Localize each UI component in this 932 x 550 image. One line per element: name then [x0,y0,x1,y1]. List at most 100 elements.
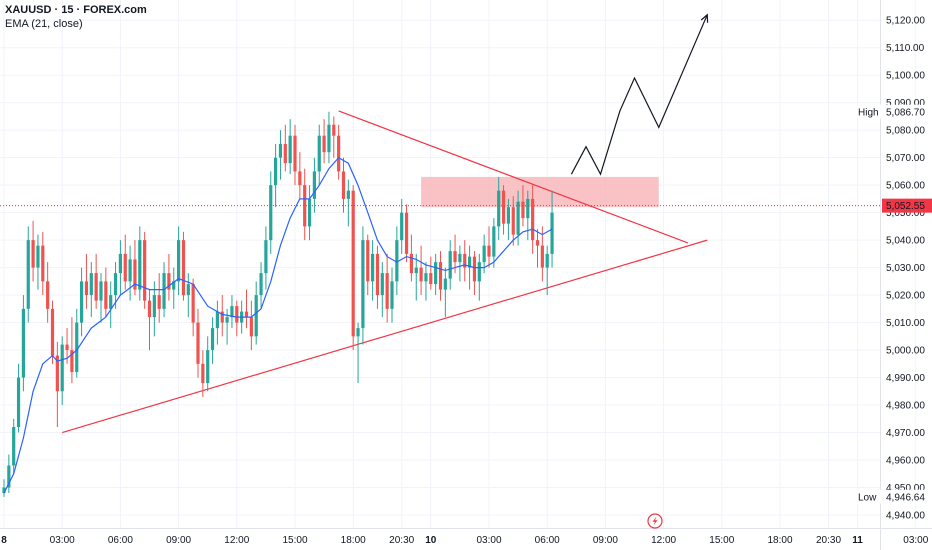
candle-body [303,185,307,227]
candle [375,245,380,309]
candle [152,281,156,337]
candle-body [172,281,176,290]
candle [361,226,365,345]
candle [235,300,239,337]
candle-body [288,135,292,164]
time-tick-label: 20:30 [389,535,414,546]
candle-body [26,240,30,309]
candle [419,245,423,296]
candle [458,245,462,282]
candle [138,226,142,301]
candle-body [545,253,549,268]
price-tick-label: 5,060.00 [886,181,925,192]
candle-body [293,135,297,172]
time-tick-label: 03:00 [903,535,928,546]
candle [506,198,510,241]
candle [293,124,297,186]
candle-body [419,267,423,282]
candle-body [41,245,45,282]
candle-body [390,281,394,309]
candle-body [337,135,341,172]
candle-body [259,273,263,296]
candle [191,278,195,337]
candle [55,341,59,428]
candle-body [65,344,69,351]
candle-body [361,240,365,329]
candle [167,253,171,301]
candle-body [501,190,506,224]
current-price-box [882,198,932,213]
candle-body [535,240,540,246]
price-tick-label: 5,030.00 [886,263,925,274]
candle-body [128,259,132,282]
candle [225,308,229,345]
price-tick-label: 5,020.00 [886,291,925,302]
candle [16,363,21,433]
candle [298,152,302,199]
candle [366,234,370,296]
candle [269,171,273,254]
candle [312,157,316,213]
candle [80,267,84,337]
candle-body [472,256,477,282]
candle [531,185,535,254]
candle-body [181,240,186,296]
candle-body [113,273,118,296]
candle [259,262,263,309]
candle-body [157,295,161,309]
high-price-box [882,104,932,119]
low-price-box [882,489,932,504]
candle-body [220,311,224,323]
candle-body [283,143,287,164]
candle [497,176,501,241]
candle-body [468,256,472,268]
candle-body [31,240,35,268]
price-tick-label: 5,090.00 [886,98,925,109]
price-tick-label: 4,980.00 [886,401,925,412]
candle [429,256,433,290]
candle [380,262,384,318]
symbol-title[interactable]: XAUUSD · 15 · FOREX.com [5,4,147,16]
price-tick-label: 5,080.00 [886,126,925,137]
candle-body [540,245,544,268]
indicator-legend[interactable]: EMA (21, close) [5,18,83,30]
lightning-icon[interactable] [647,513,663,529]
price-tick-label: 4,990.00 [886,373,925,384]
candle-body [463,253,467,268]
time-tick-label: 20:30 [816,535,841,546]
candle [26,226,30,323]
current-price-value: 5,052.55 [886,201,925,212]
price-tick-label: 5,100.00 [886,71,925,82]
candle [94,253,98,309]
candle [337,124,341,180]
candle [283,124,287,172]
candle-body [16,377,21,428]
candle-body [516,201,520,235]
candle-body [191,284,195,323]
candle-body [177,240,181,282]
time-axis[interactable]: 8 03:00 06:00 09:00 12:00 15:00 18:00 20:30 10 03… [1,535,929,546]
candle-body [487,245,491,257]
candle [400,198,404,254]
candle-body [235,306,239,323]
candle-body [60,344,64,392]
candle-body [550,212,554,254]
time-tick-label: 10 [425,535,437,546]
candle [448,240,452,290]
candle-body [89,273,93,296]
low-price-value: 4,946.64 [886,492,925,503]
candle-body [332,124,336,136]
candle-body [12,427,16,466]
candle-body [409,253,413,274]
candle [206,336,210,392]
candle [113,262,118,309]
candle-body [443,278,447,290]
candle [157,273,161,323]
candle-body [99,281,103,301]
candle [414,253,418,301]
candle-body [269,185,273,241]
candle [307,185,312,241]
candle [249,300,253,351]
price-axis[interactable]: 4,940.00 4,950.00 4,960.00 4,970.00 4,980.00… [886,16,925,522]
